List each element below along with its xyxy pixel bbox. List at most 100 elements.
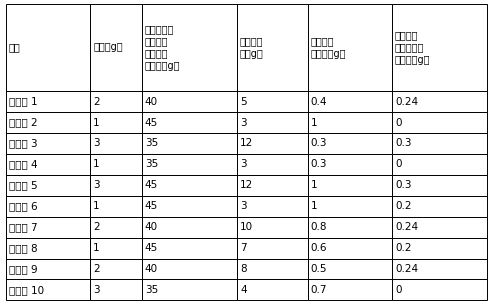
Polygon shape <box>308 238 392 258</box>
Text: 编号: 编号 <box>9 43 21 52</box>
Polygon shape <box>237 258 308 279</box>
Text: 0.7: 0.7 <box>311 285 327 295</box>
Polygon shape <box>142 4 237 91</box>
Text: 35: 35 <box>145 159 158 169</box>
Text: 0.2: 0.2 <box>395 201 411 211</box>
Text: 1: 1 <box>93 201 100 211</box>
Text: 12: 12 <box>240 180 253 190</box>
Text: 肌苷（g）: 肌苷（g） <box>93 43 123 52</box>
Polygon shape <box>237 175 308 196</box>
Polygon shape <box>392 175 487 196</box>
Polygon shape <box>6 217 90 238</box>
Text: 实施例 3: 实施例 3 <box>9 138 37 148</box>
Polygon shape <box>6 91 90 112</box>
Polygon shape <box>392 112 487 133</box>
Polygon shape <box>90 279 142 300</box>
Text: 35: 35 <box>145 138 158 148</box>
Text: 实施例 6: 实施例 6 <box>9 201 37 211</box>
Text: 3: 3 <box>240 118 246 128</box>
Polygon shape <box>142 258 237 279</box>
Polygon shape <box>308 196 392 217</box>
Text: 0.3: 0.3 <box>311 159 327 169</box>
Polygon shape <box>308 175 392 196</box>
Polygon shape <box>90 258 142 279</box>
Polygon shape <box>142 279 237 300</box>
Text: 0: 0 <box>395 118 401 128</box>
Polygon shape <box>6 154 90 175</box>
Polygon shape <box>392 133 487 154</box>
Polygon shape <box>237 112 308 133</box>
Text: 2: 2 <box>93 97 100 107</box>
Polygon shape <box>392 4 487 91</box>
Text: 0: 0 <box>395 159 401 169</box>
Text: 35: 35 <box>145 285 158 295</box>
Polygon shape <box>308 279 392 300</box>
Polygon shape <box>142 154 237 175</box>
Polygon shape <box>392 238 487 258</box>
Text: 实施例 5: 实施例 5 <box>9 180 37 190</box>
Text: 0.3: 0.3 <box>395 138 411 148</box>
Polygon shape <box>142 175 237 196</box>
Text: 眼氨肽（以
相当于新
鲜牛眼球
重量计，g）: 眼氨肽（以 相当于新 鲜牛眼球 重量计，g） <box>145 24 180 71</box>
Polygon shape <box>392 196 487 217</box>
Polygon shape <box>142 133 237 154</box>
Text: 0.8: 0.8 <box>311 222 327 232</box>
Text: 1: 1 <box>93 159 100 169</box>
Polygon shape <box>6 279 90 300</box>
Text: 3: 3 <box>240 159 246 169</box>
Polygon shape <box>142 91 237 112</box>
Text: 8: 8 <box>240 264 246 274</box>
Polygon shape <box>90 217 142 238</box>
Polygon shape <box>237 154 308 175</box>
Text: 1: 1 <box>311 201 317 211</box>
Polygon shape <box>142 217 237 238</box>
Text: 0.5: 0.5 <box>311 264 327 274</box>
Polygon shape <box>90 196 142 217</box>
Text: 0.24: 0.24 <box>395 97 418 107</box>
Text: 7: 7 <box>240 243 246 253</box>
Text: 40: 40 <box>145 222 158 232</box>
Text: 实施例 2: 实施例 2 <box>9 118 37 128</box>
Polygon shape <box>142 238 237 258</box>
Polygon shape <box>90 238 142 258</box>
Text: 0.3: 0.3 <box>311 138 327 148</box>
Text: 40: 40 <box>145 264 158 274</box>
Polygon shape <box>237 91 308 112</box>
Text: 实施例 7: 实施例 7 <box>9 222 37 232</box>
Polygon shape <box>392 279 487 300</box>
Polygon shape <box>237 238 308 258</box>
Polygon shape <box>90 91 142 112</box>
Polygon shape <box>237 4 308 91</box>
Text: 三磷酸腺
苷二钓（g）: 三磷酸腺 苷二钓（g） <box>311 36 346 59</box>
Polygon shape <box>90 112 142 133</box>
Text: 5: 5 <box>240 97 246 107</box>
Text: 1: 1 <box>93 243 100 253</box>
Text: 40: 40 <box>145 97 158 107</box>
Text: 实施例 9: 实施例 9 <box>9 264 37 274</box>
Polygon shape <box>6 196 90 217</box>
Text: 3: 3 <box>93 138 100 148</box>
Text: 45: 45 <box>145 180 158 190</box>
Polygon shape <box>6 258 90 279</box>
Polygon shape <box>90 4 142 91</box>
Text: 2: 2 <box>93 264 100 274</box>
Polygon shape <box>6 175 90 196</box>
Polygon shape <box>392 217 487 238</box>
Polygon shape <box>90 175 142 196</box>
Text: 0.3: 0.3 <box>395 180 411 190</box>
Text: 胞磷胆碱
钓（g）: 胞磷胆碱 钓（g） <box>240 36 264 59</box>
Polygon shape <box>90 154 142 175</box>
Polygon shape <box>237 279 308 300</box>
Polygon shape <box>308 112 392 133</box>
Polygon shape <box>142 112 237 133</box>
Text: 实施例 1: 实施例 1 <box>9 97 37 107</box>
Polygon shape <box>237 133 308 154</box>
Polygon shape <box>308 154 392 175</box>
Text: 45: 45 <box>145 118 158 128</box>
Text: 12: 12 <box>240 138 253 148</box>
Text: 0.4: 0.4 <box>311 97 327 107</box>
Polygon shape <box>6 238 90 258</box>
Polygon shape <box>308 217 392 238</box>
Polygon shape <box>90 133 142 154</box>
Text: 45: 45 <box>145 243 158 253</box>
